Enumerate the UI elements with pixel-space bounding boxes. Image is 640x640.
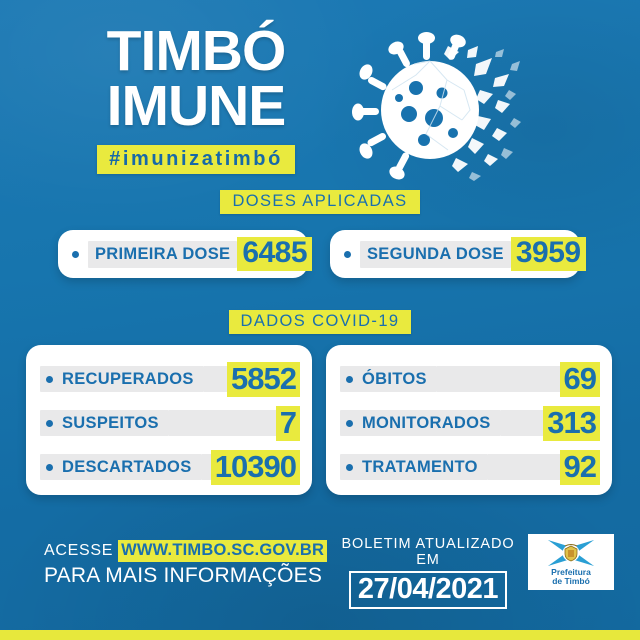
stat-value-tratamento: 92: [559, 449, 600, 485]
stat-value-descartados: 10390: [210, 449, 300, 485]
bullet-icon: [346, 419, 353, 427]
footer-bulletin-date-block: BOLETIM ATUALIZADO EM 27/04/2021: [332, 536, 524, 609]
poster-header: TIMBÓ IMUNE #imunizatimbó: [0, 16, 640, 181]
row-spacer: [203, 366, 230, 392]
bullet-icon: [344, 250, 351, 258]
bullet-icon: [46, 419, 53, 427]
stat-value-obitos: 69: [559, 361, 600, 397]
bulletin-updated-label: BOLETIM ATUALIZADO EM: [341, 536, 515, 568]
row-spacer: [201, 454, 213, 480]
bottom-accent-strip: [0, 630, 640, 640]
campaign-hashtag: #imunizatimbó: [97, 145, 295, 174]
segunda-dose-label: SEGUNDA DOSE: [360, 240, 511, 268]
covid-section-label-row: DADOS COVID-19: [0, 310, 640, 334]
bullet-icon: [346, 463, 353, 471]
row-spacer: [168, 410, 278, 436]
row-spacer: [436, 366, 562, 392]
covid-section-label: DADOS COVID-19: [228, 310, 412, 334]
stat-value-monitorados: 313: [543, 405, 600, 441]
row-spacer: [487, 454, 562, 480]
website-url-link[interactable]: WWW.TIMBO.SC.GOV.BR: [118, 540, 328, 562]
stat-row: RECUPERADOS 5852: [40, 361, 300, 397]
bullet-icon: [346, 375, 353, 383]
primeira-dose-value: 6485: [237, 237, 313, 271]
stat-row: DESCARTADOS 10390: [40, 449, 300, 485]
coronavirus-shattering-icon: [352, 32, 521, 181]
brand-line-1: Prefeitura: [551, 566, 591, 577]
doses-section-label: DOSES APLICADAS: [220, 190, 420, 214]
stat-row: MONITORADOS 313: [340, 405, 600, 441]
primeira-dose-label: PRIMEIRA DOSE: [88, 240, 238, 268]
bullet-icon: [72, 250, 79, 258]
footer-website-block: ACESSE WWW.TIMBO.SC.GOV.BR PARA MAIS INF…: [44, 540, 344, 588]
stat-row: ÓBITOS 69: [340, 361, 600, 397]
acesse-label: ACESSE: [44, 542, 114, 559]
card-covid-left: RECUPERADOS 5852 SUSPEITOS 7 DESCARTADOS: [26, 345, 312, 495]
card-primeira-dose: PRIMEIRA DOSE 6485: [58, 230, 313, 278]
poster-title-line-2: IMUNE: [106, 74, 287, 138]
bulletin-date-value: 27/04/2021: [348, 571, 508, 609]
stat-label-monitorados: MONITORADOS: [362, 413, 491, 432]
brand-line-2: de Timbó: [552, 576, 590, 586]
stat-row: SUSPEITOS 7: [40, 405, 300, 441]
stat-value-recuperados: 5852: [227, 361, 300, 397]
stat-label-tratamento: TRATAMENTO: [362, 457, 478, 476]
stat-label-descartados: DESCARTADOS: [62, 457, 192, 476]
stat-value-suspeitos: 7: [275, 405, 300, 441]
segunda-dose-value: 3959: [510, 237, 586, 271]
stat-row: TRATAMENTO 92: [340, 449, 600, 485]
title-block: TIMBÓ IMUNE #imunizatimbó: [36, 19, 356, 174]
more-info-text: PARA MAIS INFORMAÇÕES: [44, 564, 323, 587]
poster-title-line-1: TIMBÓ: [106, 19, 287, 83]
doses-section-label-row: DOSES APLICADAS: [0, 190, 640, 214]
stat-label-suspeitos: SUSPEITOS: [62, 413, 159, 432]
stat-label-obitos: ÓBITOS: [362, 369, 427, 388]
prefeitura-logo: Prefeitura de Timbó: [528, 534, 614, 590]
bullet-icon: [46, 375, 53, 383]
card-segunda-dose: SEGUNDA DOSE 3959: [330, 230, 586, 278]
row-spacer: [500, 410, 546, 436]
coat-of-arms-icon: [548, 539, 594, 566]
bullet-icon: [46, 463, 53, 471]
card-covid-right: ÓBITOS 69 MONITORADOS 313 TRATAMENTO: [326, 345, 612, 495]
stat-label-recuperados: RECUPERADOS: [62, 369, 194, 388]
